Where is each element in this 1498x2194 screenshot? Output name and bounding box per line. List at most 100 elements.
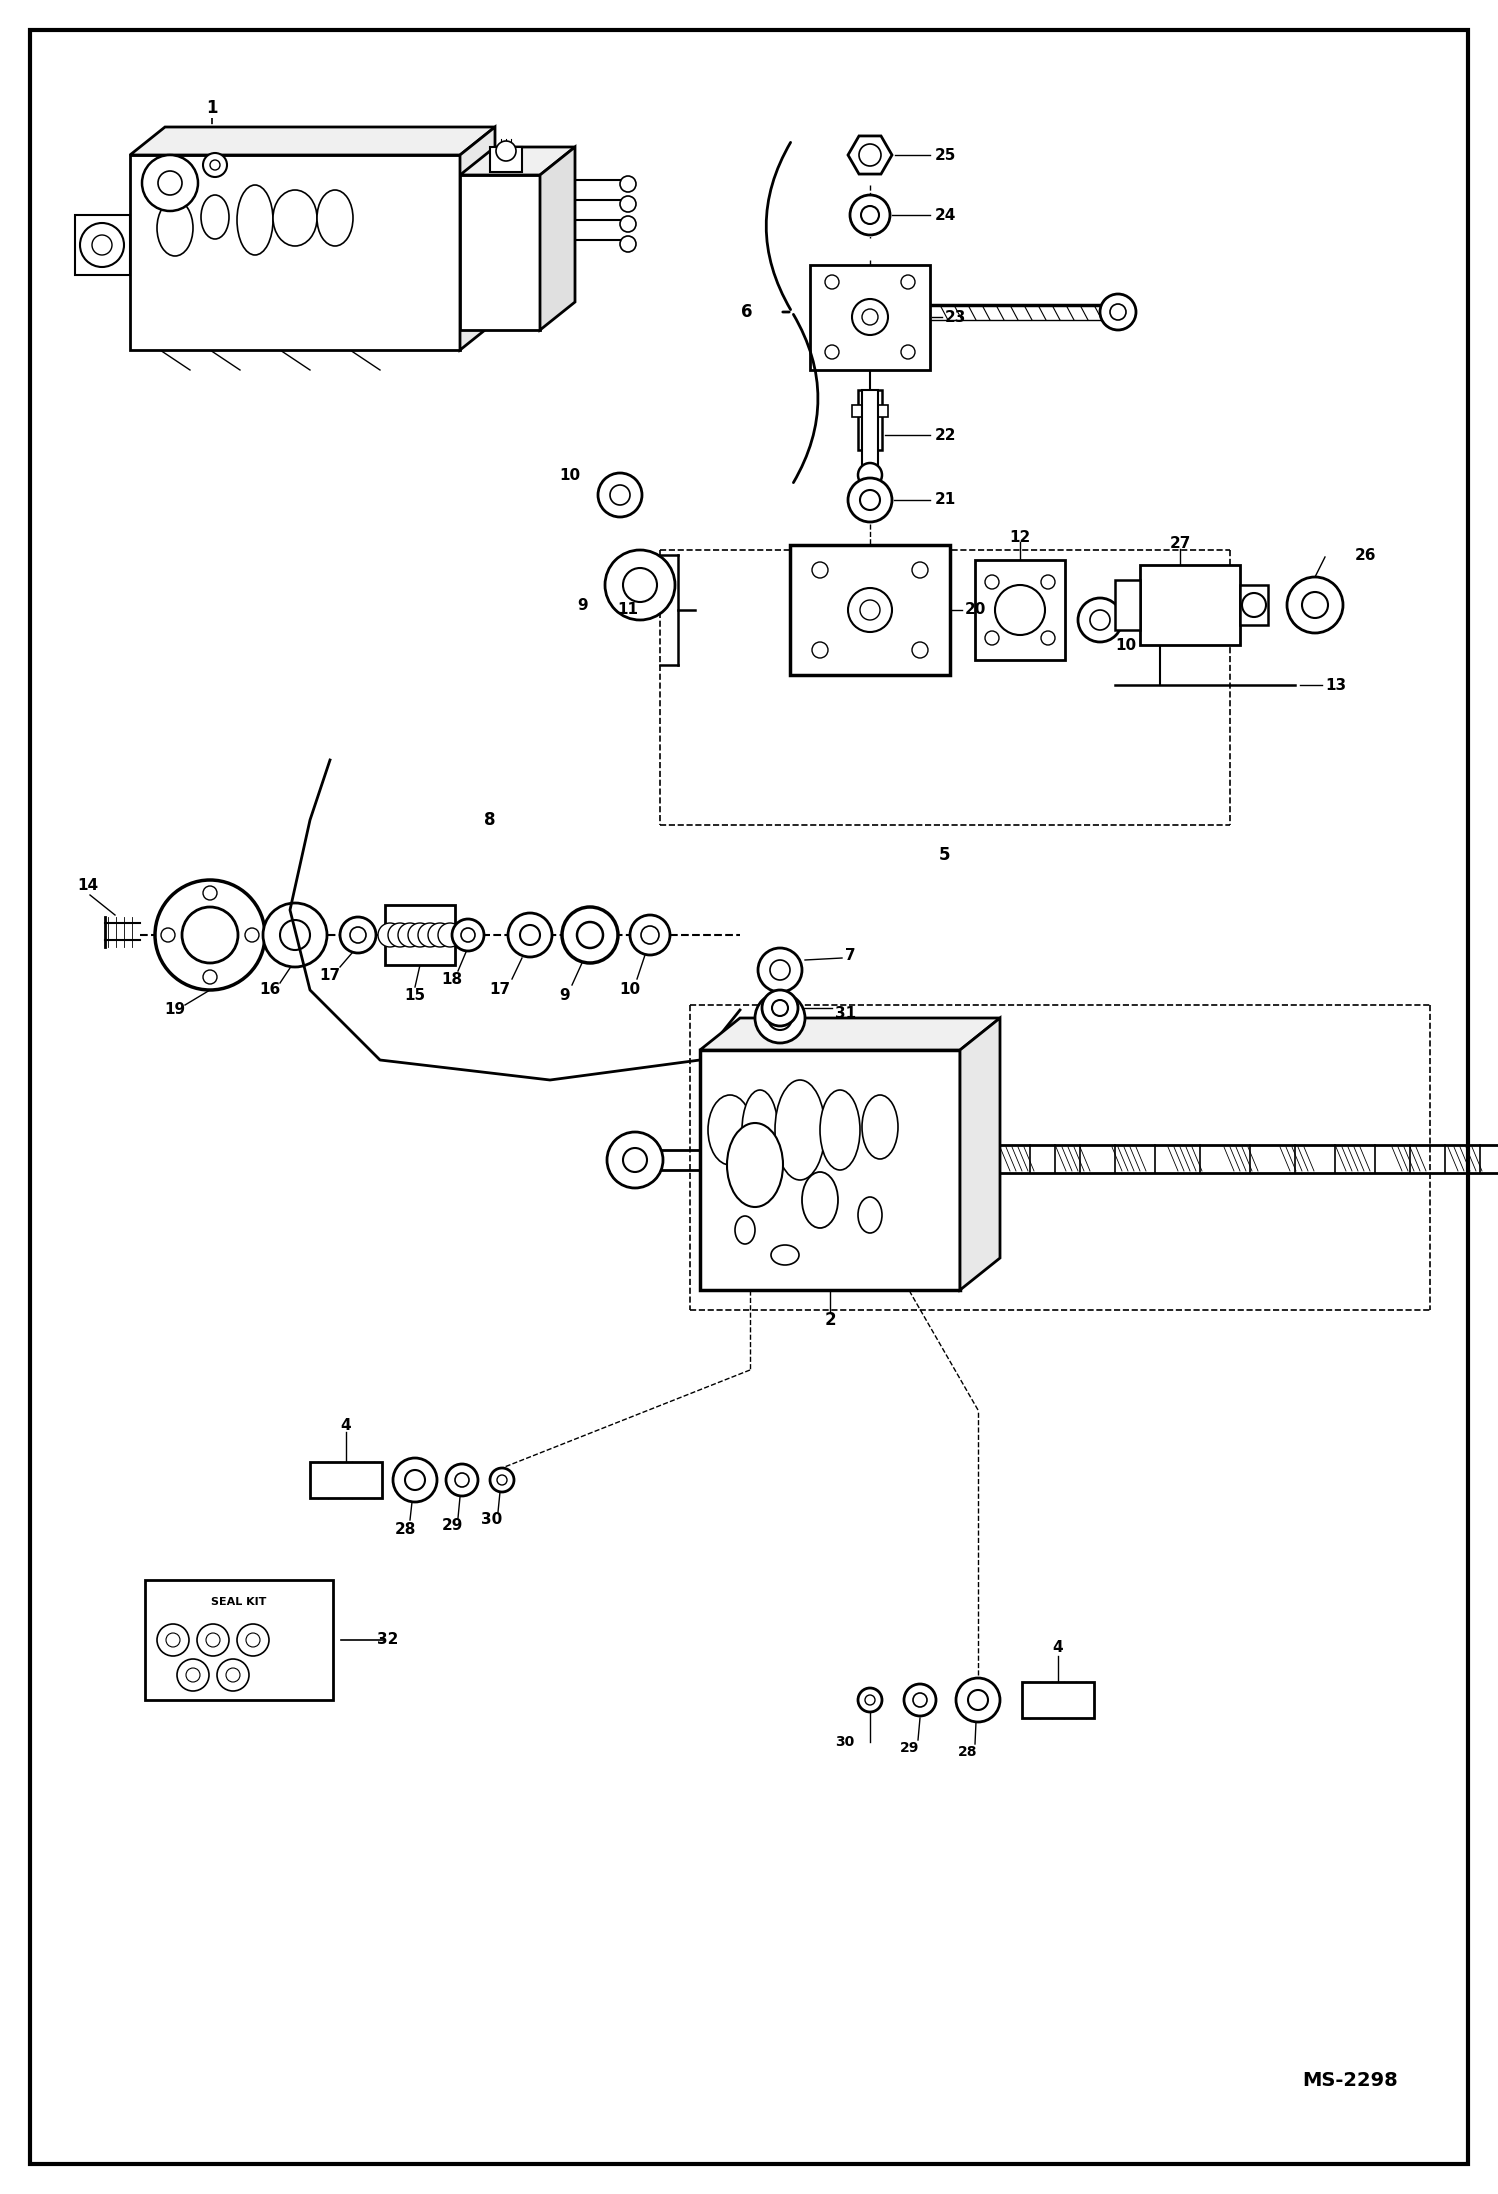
Text: 18: 18 xyxy=(442,972,463,987)
Circle shape xyxy=(157,171,181,195)
Circle shape xyxy=(154,880,265,989)
Polygon shape xyxy=(960,1018,1001,1290)
Polygon shape xyxy=(700,1018,1001,1051)
Circle shape xyxy=(377,924,401,948)
Circle shape xyxy=(157,1624,189,1656)
Circle shape xyxy=(623,1147,647,1172)
Circle shape xyxy=(562,906,619,963)
Circle shape xyxy=(1091,610,1110,630)
Circle shape xyxy=(1302,592,1329,619)
Circle shape xyxy=(508,913,551,957)
Circle shape xyxy=(903,1685,936,1716)
Text: 17: 17 xyxy=(319,968,340,983)
Text: 1: 1 xyxy=(207,99,217,116)
Ellipse shape xyxy=(727,1123,783,1207)
Circle shape xyxy=(181,906,238,963)
Text: 17: 17 xyxy=(490,983,511,998)
Text: 14: 14 xyxy=(78,878,99,893)
Bar xyxy=(975,559,1065,660)
Circle shape xyxy=(861,309,878,325)
Circle shape xyxy=(264,904,327,968)
Ellipse shape xyxy=(237,184,273,255)
Circle shape xyxy=(186,1667,201,1683)
Circle shape xyxy=(577,921,604,948)
Bar xyxy=(810,265,930,371)
Text: 32: 32 xyxy=(377,1632,398,1648)
Text: 24: 24 xyxy=(935,208,956,222)
Circle shape xyxy=(204,970,217,983)
Circle shape xyxy=(280,919,310,950)
Circle shape xyxy=(848,588,891,632)
Circle shape xyxy=(437,924,461,948)
Bar xyxy=(310,1461,382,1499)
Text: 31: 31 xyxy=(834,1005,857,1020)
Ellipse shape xyxy=(861,1095,897,1158)
Circle shape xyxy=(995,586,1046,634)
Circle shape xyxy=(771,1000,788,1016)
Circle shape xyxy=(860,599,879,621)
Circle shape xyxy=(496,140,515,160)
Circle shape xyxy=(246,928,259,941)
Polygon shape xyxy=(460,127,494,351)
Circle shape xyxy=(812,562,828,577)
Circle shape xyxy=(461,928,475,941)
Circle shape xyxy=(620,195,637,213)
Bar xyxy=(858,391,882,450)
Text: 2: 2 xyxy=(824,1312,836,1330)
Ellipse shape xyxy=(742,1090,777,1169)
Circle shape xyxy=(610,485,631,505)
Circle shape xyxy=(598,474,643,518)
Circle shape xyxy=(210,160,220,169)
Text: 30: 30 xyxy=(481,1512,503,1527)
Text: 10: 10 xyxy=(620,983,641,998)
Polygon shape xyxy=(460,147,575,176)
Text: 13: 13 xyxy=(1326,678,1347,693)
Circle shape xyxy=(860,489,879,509)
Text: 12: 12 xyxy=(1010,531,1031,546)
Circle shape xyxy=(758,948,801,992)
Circle shape xyxy=(217,1659,249,1692)
Circle shape xyxy=(900,344,915,360)
Circle shape xyxy=(198,1624,229,1656)
Circle shape xyxy=(388,924,412,948)
Circle shape xyxy=(177,1659,210,1692)
Circle shape xyxy=(825,344,839,360)
Circle shape xyxy=(620,176,637,193)
Bar xyxy=(1140,566,1240,645)
Text: 27: 27 xyxy=(1170,535,1191,551)
Circle shape xyxy=(641,926,659,943)
Text: 8: 8 xyxy=(484,812,496,829)
Text: 7: 7 xyxy=(845,948,855,963)
Circle shape xyxy=(1242,592,1266,617)
Circle shape xyxy=(770,961,789,981)
Text: 11: 11 xyxy=(617,603,638,617)
Ellipse shape xyxy=(709,1095,752,1165)
Circle shape xyxy=(520,926,539,946)
Circle shape xyxy=(1110,305,1126,320)
Circle shape xyxy=(623,568,658,601)
Text: 23: 23 xyxy=(945,309,966,325)
Circle shape xyxy=(986,632,999,645)
Text: 29: 29 xyxy=(442,1518,463,1531)
Circle shape xyxy=(237,1624,270,1656)
Circle shape xyxy=(607,1132,664,1187)
Text: 10: 10 xyxy=(559,467,580,483)
Circle shape xyxy=(768,1007,792,1029)
Circle shape xyxy=(812,643,828,658)
Bar xyxy=(490,147,521,171)
Ellipse shape xyxy=(801,1172,837,1229)
Text: 4: 4 xyxy=(1053,1641,1064,1656)
Circle shape xyxy=(1079,599,1122,643)
Ellipse shape xyxy=(273,191,318,246)
Circle shape xyxy=(825,274,839,290)
Circle shape xyxy=(912,1694,927,1707)
Circle shape xyxy=(848,478,891,522)
Polygon shape xyxy=(75,215,130,274)
Ellipse shape xyxy=(201,195,229,239)
Circle shape xyxy=(858,463,882,487)
Circle shape xyxy=(497,1474,506,1485)
Circle shape xyxy=(452,919,484,950)
Polygon shape xyxy=(130,127,494,156)
Bar xyxy=(789,544,950,676)
Circle shape xyxy=(446,1463,478,1496)
